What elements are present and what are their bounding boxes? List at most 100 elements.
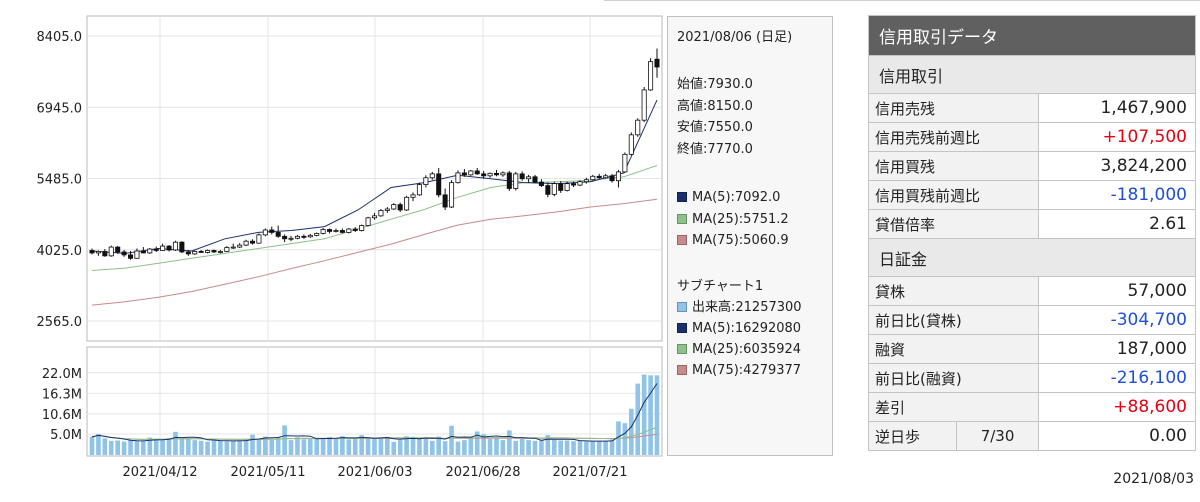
- candle-body: [243, 240, 249, 246]
- candle-body: [474, 170, 480, 175]
- candle-body: [121, 251, 127, 256]
- candle-body: [314, 233, 320, 236]
- row-value: 57,000: [1038, 276, 1196, 306]
- candle-body: [416, 184, 422, 196]
- volume-bar: [596, 440, 602, 455]
- volume-bar: [320, 439, 326, 455]
- candle-body: [262, 229, 268, 236]
- row-value: +88,600: [1038, 392, 1196, 422]
- vma25-swatch: [677, 344, 687, 354]
- volume-bar: [237, 440, 242, 455]
- volume-bar: [590, 441, 596, 455]
- candle-body: [455, 172, 461, 184]
- legend-ma25[interactable]: MA(25):5751.2: [677, 209, 789, 231]
- volume-bar: [474, 431, 480, 455]
- volume-bar: [539, 440, 544, 455]
- volume-bar: [192, 440, 198, 455]
- candle-body: [397, 204, 403, 211]
- candle-body: [436, 173, 442, 196]
- volume-bar: [468, 437, 474, 455]
- volume-bar: [166, 437, 172, 455]
- row-label: 前日比(融資): [868, 363, 1039, 393]
- legend-volume[interactable]: 出来高:21257300: [677, 297, 802, 318]
- volume-bar: [577, 440, 583, 455]
- candle-body: [442, 194, 448, 208]
- volume-bar: [551, 439, 557, 455]
- section-jsf: 日証金: [868, 238, 1196, 277]
- candle-body: [237, 244, 243, 248]
- candle-body: [134, 250, 140, 259]
- margin-title: 信用取引データ: [868, 15, 1196, 56]
- candle-body: [596, 175, 602, 179]
- candle-body: [423, 177, 429, 186]
- candle-body: [211, 250, 217, 253]
- volume-tick-label: 5.0M: [50, 428, 82, 443]
- candle-body: [429, 173, 435, 179]
- volume-bar: [263, 436, 268, 455]
- volume-bar: [500, 440, 506, 455]
- volume-bar: [641, 374, 647, 455]
- row-value: -216,100: [1038, 363, 1196, 393]
- legend-ma75[interactable]: MA(75):5060.9: [677, 230, 789, 252]
- table-row: 貸借倍率 2.61: [868, 209, 1196, 239]
- ma25-swatch: [677, 213, 687, 224]
- row-value: 1,467,900: [1038, 93, 1196, 123]
- volume-bar: [571, 441, 576, 455]
- volume-tick-label: 16.3M: [42, 387, 82, 402]
- candle-body: [230, 246, 236, 249]
- table-row: 前日比(貸株) -304,700: [868, 305, 1196, 335]
- candle-body: [551, 183, 557, 195]
- ma5-swatch: [677, 192, 687, 202]
- volume-bar: [545, 435, 551, 455]
- volume-bar: [211, 439, 217, 455]
- volume-bar: [327, 436, 332, 455]
- legend-vma5[interactable]: MA(5):16292080: [677, 318, 802, 339]
- price-tick-label: 2565.0: [37, 315, 83, 330]
- candle-body: [147, 248, 153, 254]
- candle-body: [609, 175, 615, 182]
- legend-high: 高値:8150.0: [677, 98, 753, 114]
- candle-body: [628, 134, 634, 155]
- volume-bar: [108, 440, 114, 455]
- candle-body: [172, 241, 178, 251]
- volume-bar: [275, 437, 281, 455]
- candle-body: [526, 176, 532, 180]
- ma25-line: [91, 165, 658, 271]
- legend-ma75-label: MA(75):5060.9: [692, 233, 789, 248]
- candle-body: [256, 234, 262, 244]
- volume-bar: [513, 440, 519, 455]
- volume-bar: [629, 408, 634, 455]
- candle-body: [365, 217, 371, 226]
- legend-date: 2021/08/06 (日足): [677, 30, 793, 45]
- candle-body: [590, 175, 596, 181]
- volume-bar: [160, 440, 165, 455]
- candle-body: [320, 229, 326, 234]
- legend-vma75[interactable]: MA(75):4279377: [677, 360, 802, 381]
- x-tick-label: 2021/05/11: [231, 465, 306, 480]
- candle-body: [545, 185, 551, 195]
- candle-body: [160, 245, 166, 251]
- margin-trading-table: 信用取引データ 信用取引 信用売残 1,467,900 信用売残前週比 +107,5…: [867, 15, 1196, 451]
- row-value: 2.61: [1038, 209, 1196, 239]
- candle-body: [577, 181, 583, 186]
- candle-body: [346, 228, 352, 233]
- candle-body: [339, 230, 345, 233]
- legend-ma5[interactable]: MA(5):7092.0: [677, 187, 789, 209]
- candle-body: [449, 182, 455, 208]
- legend-vma25[interactable]: MA(25):6035924: [677, 339, 802, 360]
- candle-body: [513, 173, 519, 189]
- row-label: 融資: [868, 334, 1039, 364]
- top-divider: [604, 0, 1200, 1]
- stock-chart: 8405.0 6945.0 5485.0 4025.0 2565.0 22.0M 16.3M…: [37, 15, 663, 480]
- candle-body: [95, 251, 101, 254]
- candle-body: [461, 172, 467, 176]
- volume-bar: [198, 440, 204, 455]
- candle-body: [333, 230, 339, 232]
- candle-body: [603, 175, 609, 179]
- volume-bar: [558, 440, 564, 455]
- candle-body: [205, 250, 211, 253]
- ma75-swatch: [677, 235, 687, 245]
- volume-bar: [333, 437, 339, 455]
- volume-bar: [622, 423, 628, 455]
- candle-body: [288, 237, 294, 240]
